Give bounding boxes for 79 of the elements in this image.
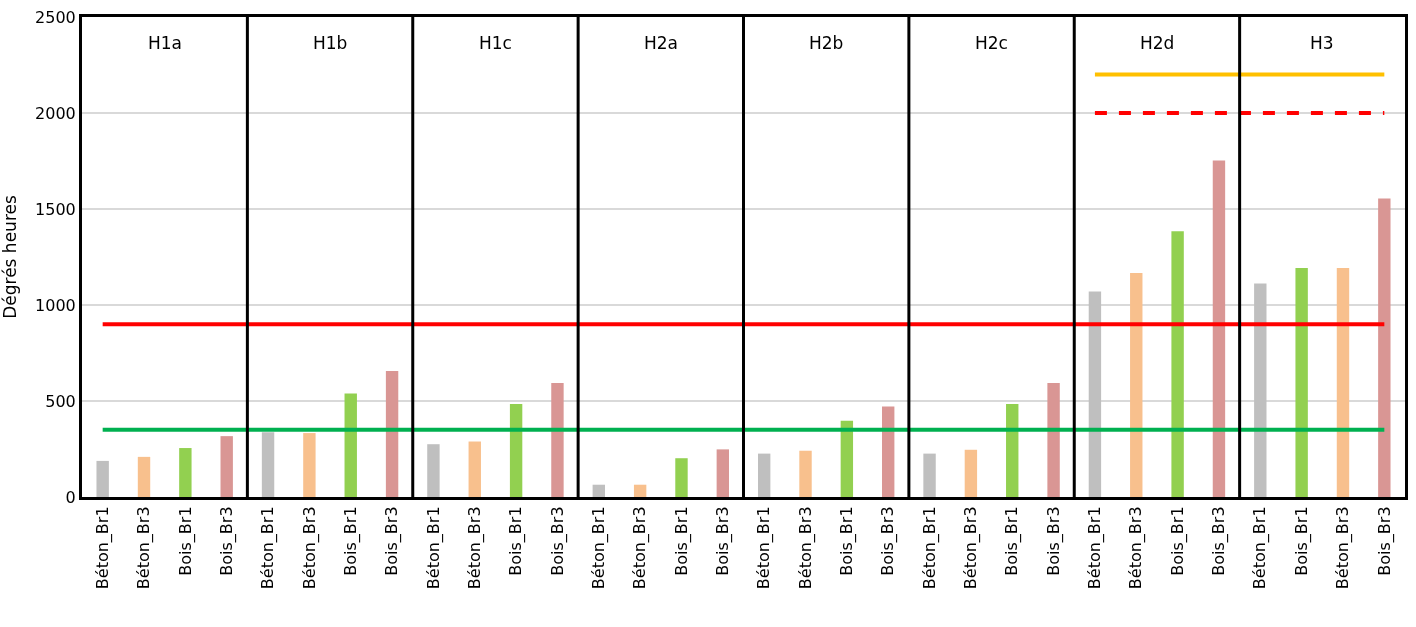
bar <box>1378 198 1391 497</box>
y-tick-label: 1500 <box>35 199 76 219</box>
bar <box>840 420 854 497</box>
bar <box>964 449 978 497</box>
x-tick-label: Bois_Br3 <box>713 506 734 576</box>
x-tick-label: Bois_Br3 <box>1209 506 1230 576</box>
bar <box>509 404 523 497</box>
bar <box>923 453 936 497</box>
x-tick-label: Béton_Br1 <box>258 506 279 590</box>
bar <box>179 448 192 497</box>
bar <box>385 371 399 497</box>
bar <box>137 456 151 497</box>
x-tick-label: Béton_Br1 <box>754 506 775 590</box>
bar <box>1171 231 1184 497</box>
y-tick-label: 1000 <box>35 295 76 315</box>
bar <box>1295 267 1308 497</box>
annotation: H1b <box>313 33 348 53</box>
x-tick-label: Béton_Br3 <box>1126 506 1147 590</box>
bar <box>1047 382 1060 497</box>
x-tick-label: Bois_Br1 <box>1167 506 1188 576</box>
y-tick-label: 0 <box>65 487 76 507</box>
bar <box>551 382 564 497</box>
bar <box>96 460 109 497</box>
annotation: H3 <box>1310 33 1334 53</box>
x-tick-label: Béton_Br1 <box>92 506 113 590</box>
y-tick-label: 2000 <box>35 103 76 123</box>
x-tick-label: Bois_Br3 <box>547 506 568 576</box>
bar <box>716 449 730 497</box>
annotation: H2b <box>809 33 844 53</box>
y-axis-title: Dégrés heures <box>0 195 20 319</box>
annotation: H2c <box>975 33 1008 53</box>
x-tick-label: Bois_Br3 <box>1043 506 1064 576</box>
x-tick-label: Béton_Br3 <box>134 506 155 590</box>
bar <box>1336 267 1350 497</box>
x-tick-label: Béton_Br3 <box>795 506 816 590</box>
x-tick-label: Béton_Br1 <box>589 506 609 590</box>
x-tick-label: Bois_Br1 <box>1002 506 1023 576</box>
x-tick-label: Bois_Br3 <box>216 506 237 576</box>
x-tick-label: Bois_Br3 <box>1374 506 1395 576</box>
x-tick-label: Béton_Br1 <box>919 506 940 590</box>
y-tick-label: 2500 <box>35 7 76 27</box>
bar <box>799 450 812 497</box>
x-tick-label: Béton_Br1 <box>1085 506 1106 590</box>
bar <box>592 484 605 497</box>
bar <box>1006 403 1019 497</box>
bar <box>427 444 440 497</box>
annotation: H2d <box>1140 33 1175 53</box>
x-tick-label: Bois_Br3 <box>382 506 403 576</box>
x-tick-label: Bois_Br1 <box>175 506 196 576</box>
x-tick-label: Bois_Br1 <box>1291 506 1312 576</box>
bar <box>1254 283 1267 497</box>
bar <box>675 458 688 497</box>
bar <box>882 406 895 497</box>
x-tick-label: Béton_Br1 <box>423 506 444 590</box>
bar <box>757 453 771 497</box>
bar <box>1130 272 1143 497</box>
x-tick-label: Béton_Br3 <box>1333 506 1354 590</box>
y-tick-label: 500 <box>45 391 76 411</box>
annotation: H2a <box>644 33 679 53</box>
bar <box>468 441 481 497</box>
x-tick-label: Béton_Br3 <box>961 506 982 590</box>
bar <box>220 436 233 497</box>
annotation: H1a <box>148 33 183 53</box>
bar <box>633 484 647 497</box>
x-tick-label: Bois_Br3 <box>878 506 899 576</box>
bar <box>1212 160 1226 497</box>
bar <box>303 433 316 497</box>
x-tick-label: Béton_Br3 <box>630 506 651 590</box>
x-tick-label: Béton_Br3 <box>464 506 485 590</box>
x-tick-label: Bois_Br1 <box>340 506 361 576</box>
bar <box>1088 291 1102 497</box>
x-tick-label: Béton_Br3 <box>299 506 320 590</box>
x-tick-label: Béton_Br1 <box>1250 506 1271 590</box>
annotation: H1c <box>479 33 512 53</box>
x-tick-label: Bois_Br1 <box>671 506 692 576</box>
bar <box>261 432 275 497</box>
x-tick-label: Bois_Br1 <box>837 506 858 576</box>
bar <box>344 393 357 497</box>
x-tick-label: Bois_Br1 <box>506 506 527 576</box>
